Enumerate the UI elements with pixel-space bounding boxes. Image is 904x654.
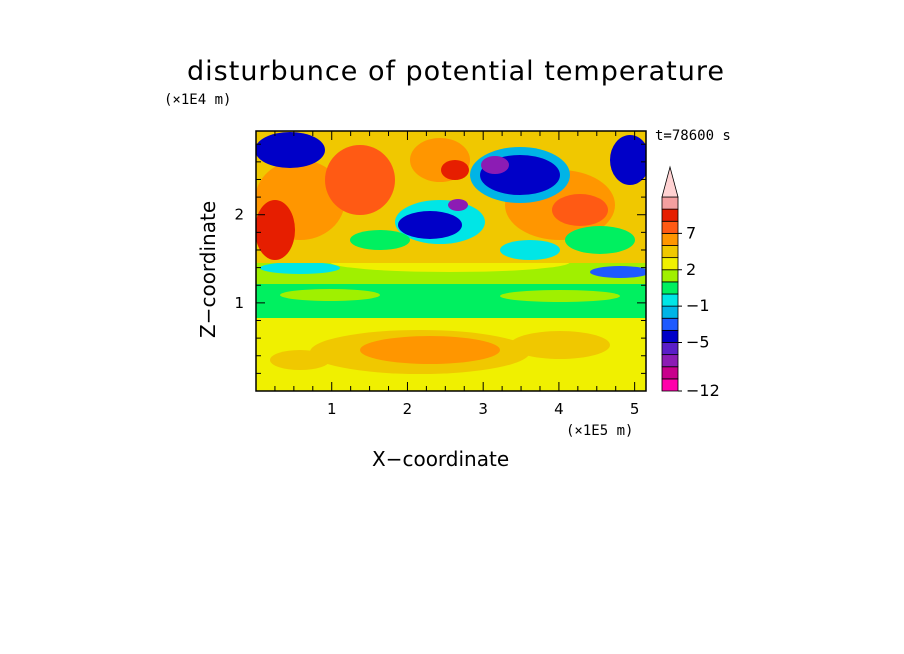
y-tick-label: 2 bbox=[234, 206, 244, 224]
y-axis: 12 bbox=[234, 143, 646, 374]
chart-title: disturbunce of potential temperature bbox=[187, 56, 725, 87]
field-blob bbox=[350, 230, 410, 250]
field-blob bbox=[552, 194, 608, 226]
field-blob bbox=[565, 226, 635, 254]
field-blob bbox=[500, 240, 560, 260]
colorbar-swatch bbox=[661, 257, 679, 271]
field-blob bbox=[481, 156, 509, 174]
field-blob bbox=[590, 266, 646, 278]
field-blob bbox=[270, 350, 330, 370]
colorbar-swatch bbox=[661, 305, 679, 319]
colorbar-swatch bbox=[661, 281, 679, 295]
x-tick-label: 2 bbox=[403, 400, 413, 418]
colorbar-swatch bbox=[661, 232, 679, 246]
field-blob bbox=[500, 290, 620, 302]
field-blob bbox=[510, 331, 610, 359]
field-blob bbox=[256, 200, 295, 260]
colorbar-tick-label: 7 bbox=[686, 223, 696, 242]
contour-field bbox=[256, 131, 646, 391]
field-blob bbox=[441, 160, 469, 180]
x-tick-label: 5 bbox=[630, 400, 640, 418]
colorbar-swatch bbox=[661, 196, 679, 210]
x-tick-label: 3 bbox=[478, 400, 488, 418]
colorbar-tick-label: −1 bbox=[686, 296, 710, 315]
field-blob bbox=[280, 289, 380, 301]
colorbar-tick-label: −12 bbox=[686, 381, 720, 400]
colorbar-swatch bbox=[661, 220, 679, 234]
x-tick-label: 4 bbox=[554, 400, 564, 418]
x-axis-label: X−coordinate bbox=[372, 447, 510, 471]
colorbar-tick-label: 2 bbox=[686, 260, 696, 279]
colorbar-swatch bbox=[661, 354, 679, 368]
field-blob bbox=[360, 336, 500, 364]
colorbar-swatch bbox=[661, 245, 679, 259]
colorbar-extend-arrow bbox=[661, 165, 679, 198]
time-label: t=78600 s bbox=[655, 128, 731, 144]
colorbar-swatch bbox=[661, 366, 679, 380]
z-axis-scale-label: (×1E4 m) bbox=[164, 92, 232, 108]
colorbar-swatch bbox=[661, 378, 679, 392]
field-blob bbox=[256, 132, 325, 168]
field-blob bbox=[260, 262, 340, 274]
colorbar-tick-label: −5 bbox=[686, 333, 710, 352]
colorbar-swatch bbox=[661, 269, 679, 283]
field-blob bbox=[325, 145, 395, 215]
field-blob bbox=[448, 199, 468, 211]
colorbar-swatch bbox=[661, 293, 679, 307]
colorbar-swatch bbox=[661, 342, 679, 356]
colorbar: 7 2 −1 −5 −12 bbox=[661, 165, 720, 400]
colorbar-swatch bbox=[661, 208, 679, 222]
x-axis: 1 2 3 4 5 bbox=[274, 131, 640, 418]
plot-frame bbox=[255, 130, 647, 392]
x-tick-label: 1 bbox=[327, 400, 337, 418]
colorbar-swatch bbox=[661, 317, 679, 331]
field-blob bbox=[398, 211, 462, 239]
field-blob bbox=[610, 135, 646, 185]
colorbar-swatch bbox=[661, 329, 679, 343]
y-tick-label: 1 bbox=[234, 294, 244, 312]
x-axis-scale-label: (×1E5 m) bbox=[566, 423, 634, 439]
